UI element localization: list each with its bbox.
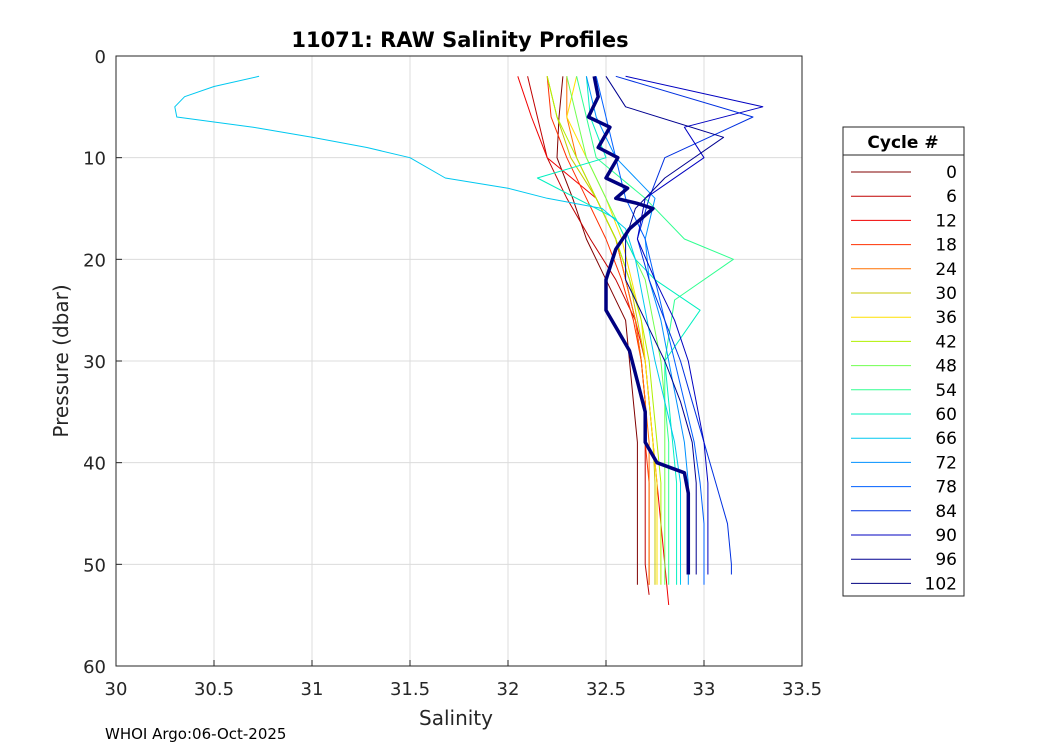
legend-label-72: 72 <box>935 453 957 473</box>
x-tick-label: 32.5 <box>586 679 626 700</box>
legend-label-54: 54 <box>935 381 957 401</box>
profile-line-cycle-42 <box>546 76 662 585</box>
legend-label-96: 96 <box>935 550 957 570</box>
legend-label-0: 0 <box>946 163 957 183</box>
y-tick-label: 0 <box>95 47 106 68</box>
y-tick-label: 30 <box>83 352 106 373</box>
profile-line-cycle-66 <box>174 75 681 585</box>
x-tick-label: 30.5 <box>194 679 234 700</box>
legend-label-42: 42 <box>935 332 957 352</box>
y-tick-label: 20 <box>83 250 106 271</box>
legend-label-48: 48 <box>935 357 957 377</box>
legend-items: 0 6 12 18 24 30 36 42 48 54 60 66 72 78 84 90 96 102 <box>851 163 957 594</box>
legend-label-6: 6 <box>946 187 957 207</box>
x-tick-label: 33 <box>693 679 716 700</box>
profile-line-cycle-90 <box>625 75 764 575</box>
chart-title: 11071: RAW Salinity Profiles <box>291 28 628 52</box>
x-axis-label: Salinity <box>419 706 493 730</box>
legend-label-36: 36 <box>935 308 957 328</box>
legend-title: Cycle # <box>867 133 938 153</box>
y-tick-label: 10 <box>83 149 106 170</box>
profile-line-cycle-96 <box>605 76 725 575</box>
legend-label-78: 78 <box>935 478 957 498</box>
y-tick-label: 50 <box>83 555 106 576</box>
profile-lines <box>174 75 764 606</box>
legend-label-84: 84 <box>935 502 957 522</box>
legend: Cycle # 0 6 12 18 24 30 36 42 48 54 60 66 72 78 84 90 96… <box>842 126 965 597</box>
legend-label-30: 30 <box>935 284 957 304</box>
profile-line-cycle-12 <box>517 76 670 606</box>
legend-label-12: 12 <box>935 211 957 231</box>
profile-line-cycle-0 <box>556 76 638 585</box>
y-tick-label: 40 <box>83 454 106 475</box>
profile-line-cycle-78 <box>595 76 705 585</box>
legend-label-90: 90 <box>935 526 957 546</box>
legend-label-18: 18 <box>935 236 957 256</box>
x-tick-label: 30 <box>105 679 128 700</box>
y-axis-label: Pressure (dbar) <box>49 284 73 437</box>
legend-label-102: 102 <box>925 574 957 594</box>
y-tick-label: 60 <box>83 657 106 678</box>
profile-line-cycle-102 <box>586 75 691 575</box>
profile-line-cycle-30 <box>546 76 656 585</box>
x-tick-label: 31.5 <box>390 679 430 700</box>
profile-line-cycle-60 <box>536 76 701 585</box>
profile-line-cycle-48 <box>566 76 666 585</box>
footer-credit: WHOI Argo:06-Oct-2025 <box>105 725 287 743</box>
axis-ticks: 30 30.5 31 31.5 32 32.5 33 33.5 0 10 20 30 40 50 60 <box>83 47 822 700</box>
legend-label-60: 60 <box>935 405 957 425</box>
legend-box <box>842 126 965 597</box>
profile-line-cycle-54 <box>576 76 734 585</box>
legend-label-24: 24 <box>935 260 957 280</box>
x-tick-label: 33.5 <box>782 679 822 700</box>
legend-label-66: 66 <box>935 429 957 449</box>
x-tick-label: 31 <box>301 679 324 700</box>
profile-line-cycle-84 <box>615 75 754 575</box>
x-tick-label: 32 <box>497 679 520 700</box>
